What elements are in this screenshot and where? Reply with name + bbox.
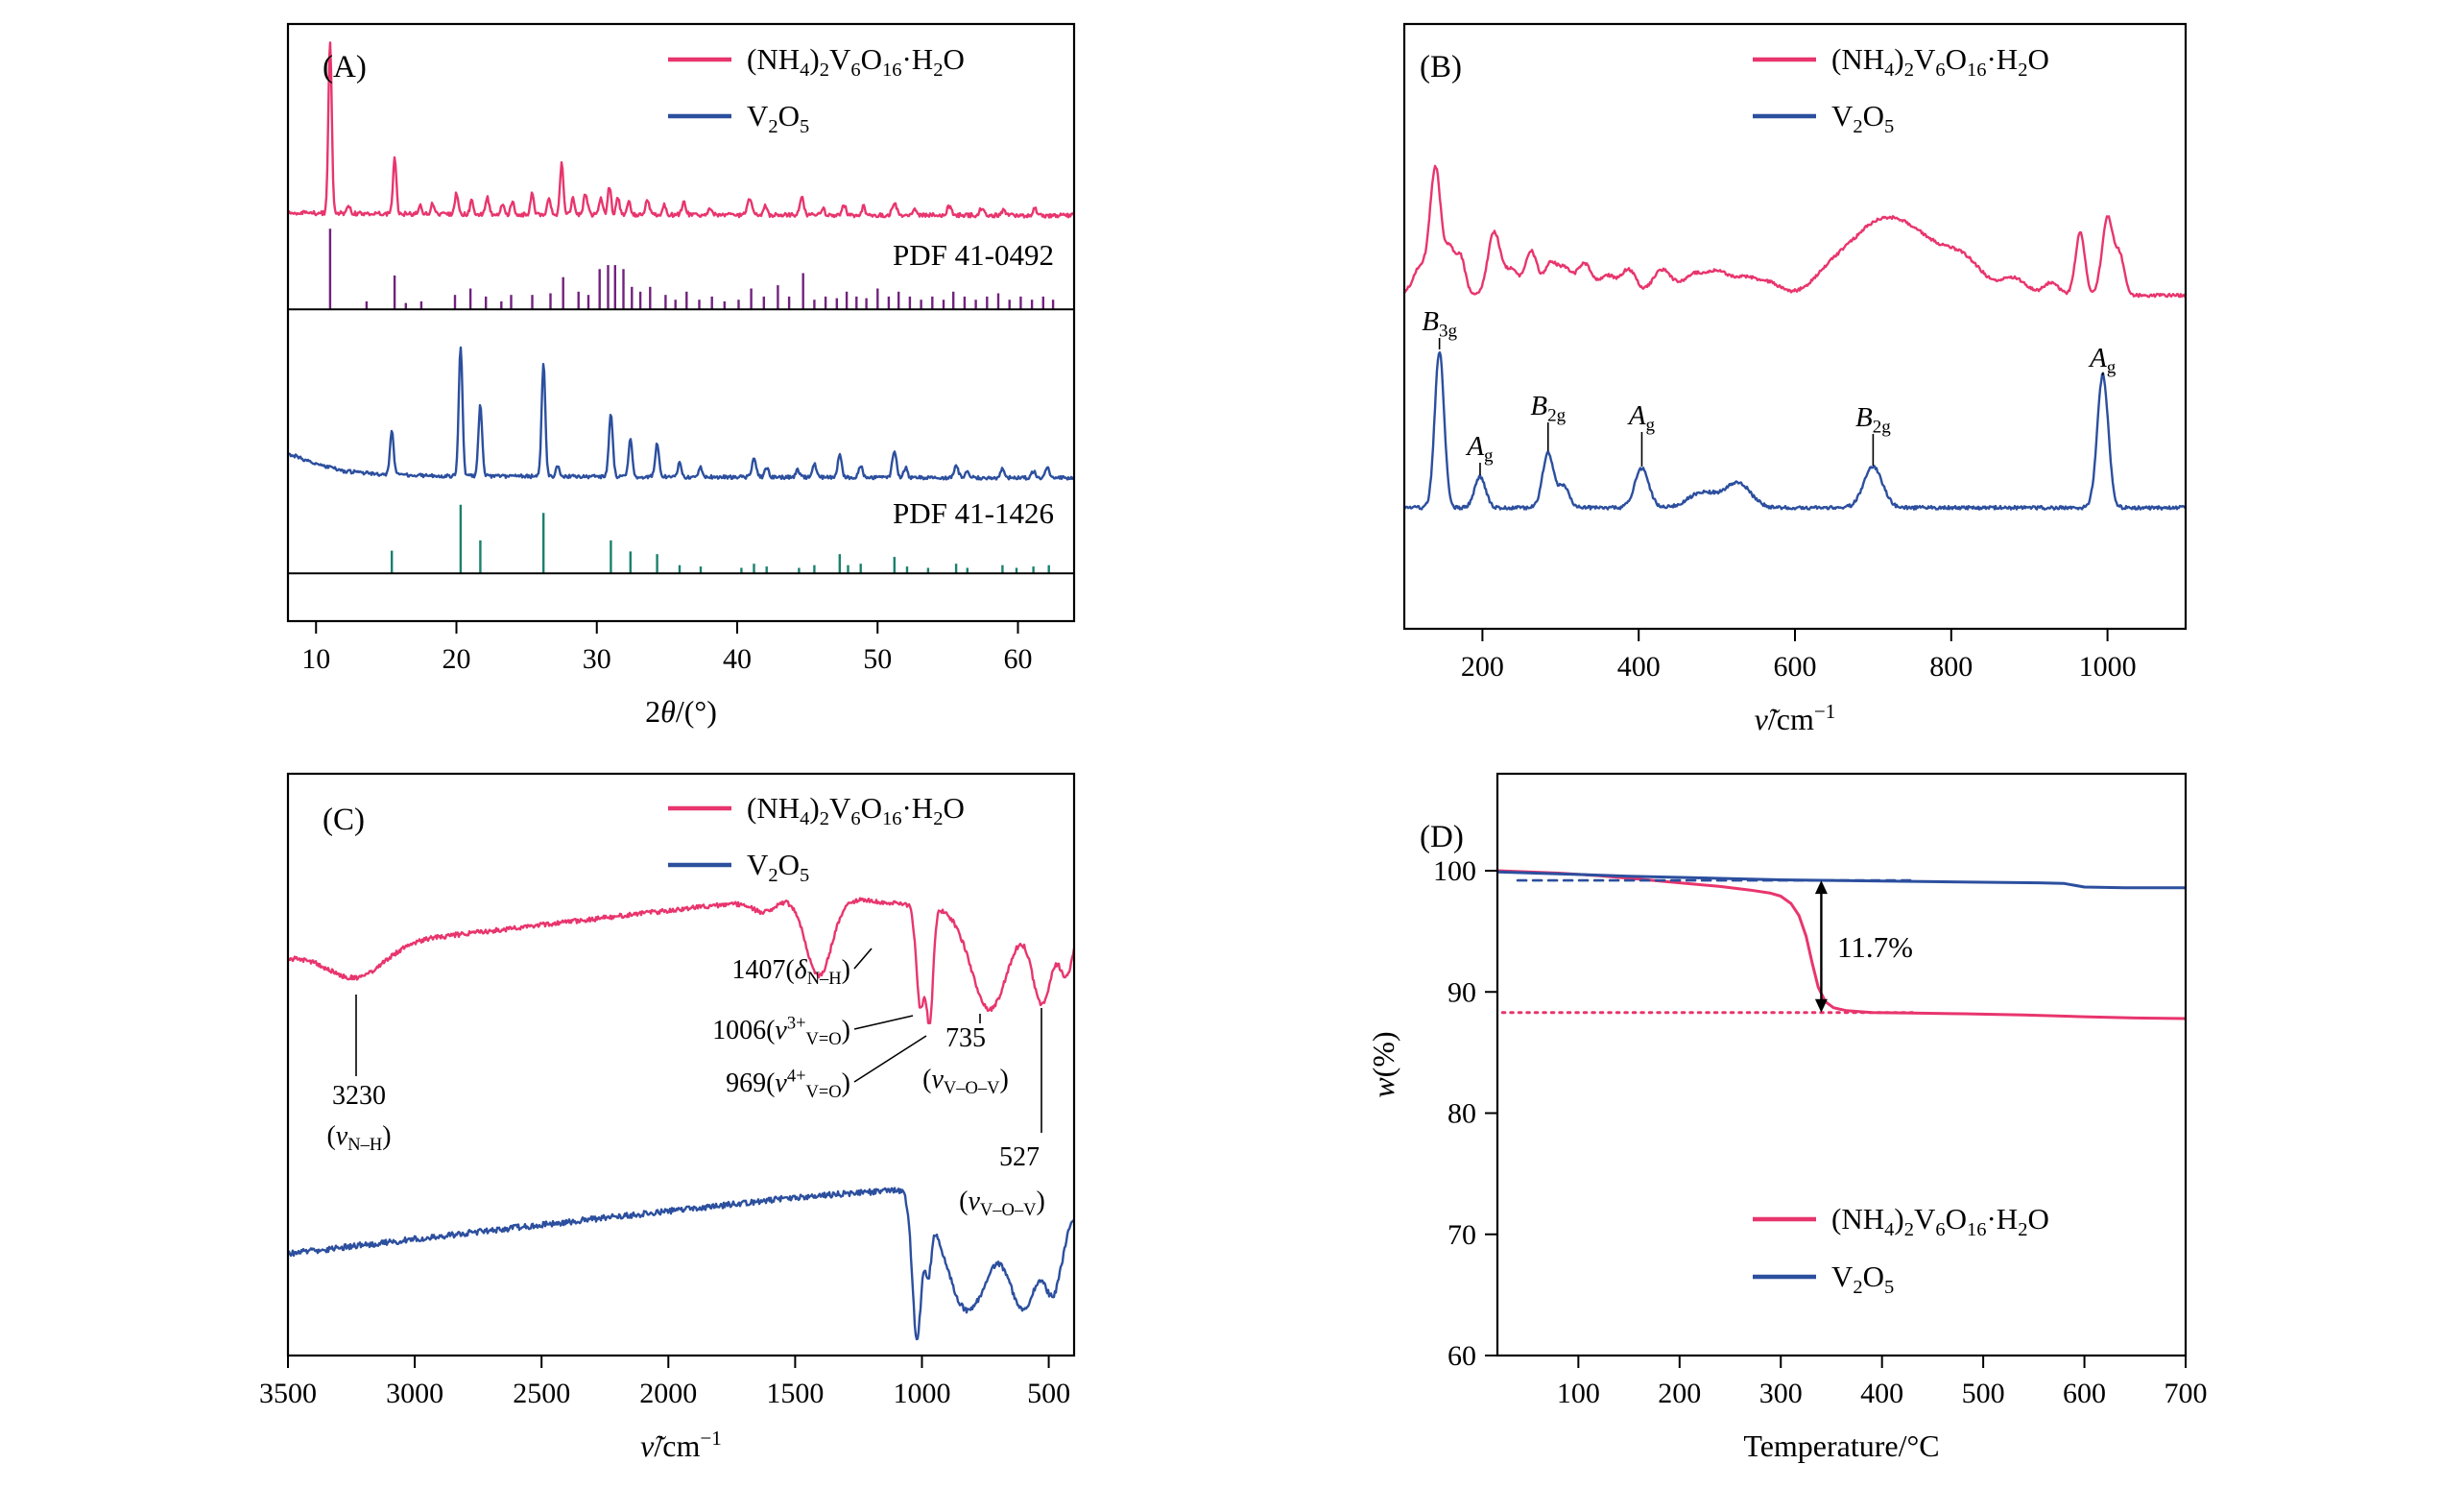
series-PDF-41-0492	[328, 228, 1055, 310]
panel-C: 3500 3000 2500 2000 1500 1000 500 ν̃/cm−1 3230 (ν…	[259, 772, 1076, 1463]
x-tick-label: 3000	[386, 1378, 443, 1409]
spectrum-curve	[286, 41, 1076, 219]
annotation-text: (νV–O–V)	[922, 1065, 1009, 1098]
x-tick-label: 1500	[766, 1378, 824, 1409]
annotation-text: (νN–H)	[326, 1121, 391, 1155]
panel-label: (A)	[323, 50, 367, 84]
annotation-text: 735	[945, 1023, 986, 1053]
annotation-text: PDF 41-1426	[893, 496, 1054, 530]
plot-frame	[286, 22, 1076, 623]
series-NH4V6O16-Raman	[1403, 164, 2187, 299]
tga-curve	[1496, 869, 2187, 1020]
x-tick-label: 10	[301, 643, 330, 675]
x-tick-label: 100	[1557, 1378, 1600, 1409]
legend-label: (NH4)2V6O16·H2O	[747, 791, 965, 829]
arrowhead-up	[1814, 880, 1828, 895]
legend: (NH4)2V6O16·H2O V2O5	[668, 791, 965, 886]
annotation-text: 527	[999, 1142, 1040, 1172]
x-tick-label: 200	[1461, 651, 1504, 683]
x-tick-label: 2000	[639, 1378, 697, 1409]
x-tick-label: 40	[723, 643, 752, 675]
raman-mode-label: Ag	[1465, 431, 1494, 466]
spectrum-curve	[1403, 164, 2187, 299]
annotation-line	[853, 1035, 927, 1083]
panel-D: 100 200 300 400 500 600 700 Temperature/°C 60 70 8…	[1366, 772, 2208, 1463]
x-tick-label: 500	[1962, 1378, 2005, 1409]
annotation-text: PDF 41-0492	[893, 238, 1054, 272]
x-tick-label: 500	[1027, 1378, 1070, 1409]
x-tick-label: 400	[1860, 1378, 1903, 1409]
x-tick-label: 200	[1658, 1378, 1701, 1409]
series-NH4V6O16-XRD	[286, 41, 1076, 219]
x-axis-label: ν̃/cm−1	[640, 1427, 722, 1463]
annotation-text: 1006(ν3+V=O)	[712, 1014, 850, 1049]
series-V2O5-XRD	[287, 346, 1075, 481]
annotation-line	[853, 1015, 914, 1030]
series-NH4V6O16-TGA	[1496, 869, 2187, 1020]
x-tick-label: 3500	[259, 1378, 317, 1409]
panel-A: 10 20 30 40 50 60 2θ/(°) PDF 41-0492 PDF 41-1426…	[286, 22, 1076, 729]
annotation-text: 3230	[332, 1081, 386, 1111]
legend-label: (NH4)2V6O16·H2O	[747, 42, 965, 81]
y-tick-label: 100	[1433, 855, 1476, 887]
annotation-text: (νV–O–V)	[959, 1187, 1045, 1220]
x-tick-label: 600	[1774, 651, 1817, 683]
legend-label: V2O5	[747, 848, 809, 886]
raman-mode-label: B2g	[1530, 391, 1566, 425]
x-tick-label: 300	[1759, 1378, 1803, 1409]
legend: (NH4)2V6O16·H2O V2O5	[1753, 1202, 2049, 1298]
legend-label: (NH4)2V6O16·H2O	[1831, 42, 2049, 81]
annotation-line	[853, 948, 873, 970]
x-axis-label: 2θ/(°)	[645, 694, 717, 729]
x-tick-label: 20	[443, 643, 471, 675]
series-V2O5-Raman	[1402, 350, 2187, 511]
raman-mode-label: B2g	[1855, 402, 1891, 437]
x-tick-label: 50	[863, 643, 892, 675]
raman-mode-label: B3g	[1422, 306, 1457, 341]
annotation-text: 969(ν4+V=O)	[726, 1067, 850, 1102]
series-V2O5-FTIR	[286, 1187, 1076, 1341]
panel-label: (D)	[1420, 820, 1464, 854]
y-tick-label: 90	[1447, 976, 1476, 1008]
spectrum-curve	[287, 897, 1076, 1024]
plot-frame	[286, 772, 1076, 1357]
y-tick-label: 60	[1447, 1340, 1476, 1372]
panel-B: 200 400 600 800 1000 ν̃/cm−1 B3g Ag B2g Ag B2g Ag (N…	[1402, 22, 2188, 736]
legend-label: V2O5	[747, 99, 809, 137]
legend: (NH4)2V6O16·H2O V2O5	[1753, 42, 2049, 137]
x-tick-label: 30	[583, 643, 611, 675]
annotation-text: 1407(δN–H)	[731, 955, 850, 989]
panel-label: (C)	[323, 803, 365, 837]
legend: (NH4)2V6O16·H2O V2O5	[668, 42, 965, 137]
y-tick-label: 80	[1447, 1098, 1476, 1130]
plot-frame	[1495, 772, 2188, 1357]
mass-loss-label: 11.7%	[1837, 930, 1913, 964]
x-tick-label: 60	[1004, 643, 1033, 675]
x-tick-label: 400	[1617, 651, 1661, 683]
spectrum-curve	[287, 346, 1075, 481]
spectrum-curve	[286, 1187, 1076, 1341]
legend-label: V2O5	[1831, 1260, 1894, 1298]
x-tick-label: 700	[2165, 1378, 2208, 1409]
raman-mode-label: Ag	[2088, 343, 2117, 377]
y-tick-label: 70	[1447, 1219, 1476, 1251]
x-tick-label: 600	[2063, 1378, 2106, 1409]
y-axis-label: w(%)	[1366, 1031, 1400, 1097]
panel-label: (B)	[1420, 50, 1462, 84]
x-tick-label: 800	[1929, 651, 1973, 683]
x-tick-label: 2500	[513, 1378, 570, 1409]
legend-label: (NH4)2V6O16·H2O	[1831, 1202, 2049, 1240]
raman-mode-label: Ag	[1627, 400, 1656, 435]
spectrum-curve	[1402, 350, 2187, 511]
x-axis-label: Temperature/°C	[1743, 1428, 1939, 1463]
x-axis-label: ν̃/cm−1	[1755, 700, 1836, 736]
x-tick-label: 1000	[893, 1378, 950, 1409]
x-tick-label: 1000	[2079, 651, 2137, 683]
arrowhead-down	[1814, 998, 1828, 1013]
legend-label: V2O5	[1831, 99, 1894, 137]
series-NH4V6O16-FTIR	[287, 897, 1076, 1024]
